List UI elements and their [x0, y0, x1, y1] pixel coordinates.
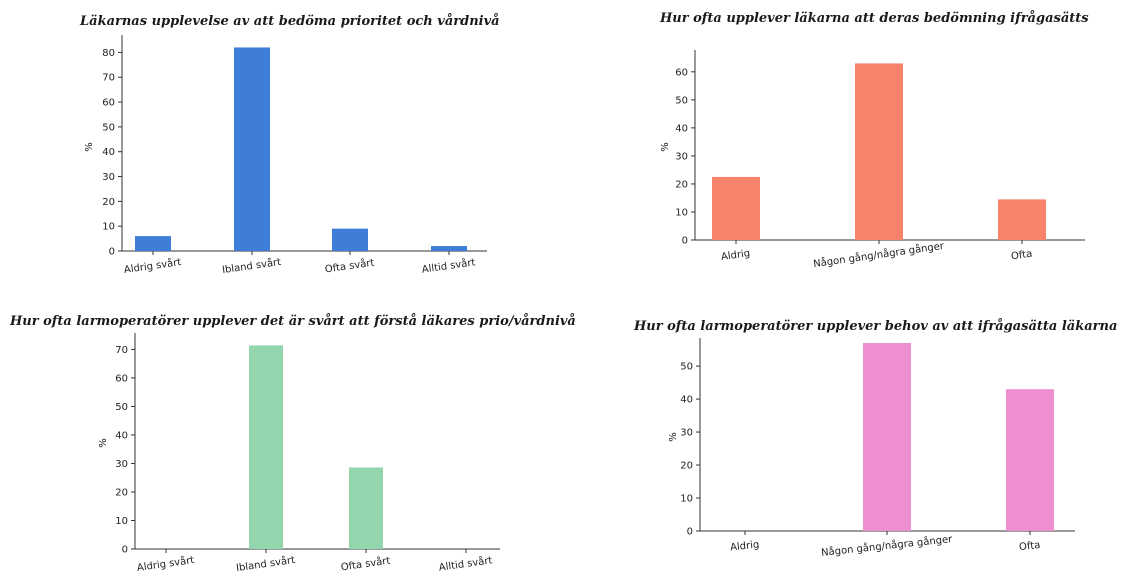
chart-2-bar-1: [712, 176, 760, 240]
chart-2-ytick-label: 60: [675, 67, 688, 78]
chart-2-title: Hur ofta upplever läkarna att deras bedö…: [659, 10, 1089, 26]
chart-4-xtick-label: Aldrig: [730, 540, 760, 554]
chart-3-title: Hur ofta larmoperatörer upplever det är …: [9, 313, 576, 329]
chart-4-ytick-label: 40: [680, 395, 693, 406]
chart-4-ylabel: %: [668, 432, 679, 442]
chart-3-bar-3: [349, 467, 383, 549]
chart-1-xtick-label: Ofta svårt: [324, 256, 375, 276]
chart-2-ytick-label: 0: [682, 236, 688, 247]
chart-3-ytick-label: 0: [122, 545, 128, 556]
chart-4-ytick-label: 30: [680, 428, 693, 439]
chart-2-bar-2: [855, 63, 903, 241]
chart-4-ytick-label: 50: [680, 362, 693, 373]
chart-1-ylabel: %: [84, 142, 95, 152]
chart-1-ytick-label: 40: [102, 147, 115, 158]
chart-1-ytick-label: 70: [102, 73, 115, 84]
chart-1-ytick-label: 0: [109, 247, 115, 258]
chart-3-ytick-label: 40: [115, 430, 128, 441]
chart-2-ytick-label: 40: [675, 123, 688, 134]
chart-3-ytick-label: 10: [115, 516, 128, 527]
chart-3-ytick-label: 70: [115, 345, 128, 356]
chart-1-xtick-label: Aldrig svårt: [123, 255, 182, 276]
chart-3-xtick-label: Ofta svårt: [340, 554, 391, 574]
chart-4-bar-2: [863, 343, 911, 531]
chart-1-xtick-label: Alltid svårt: [421, 255, 476, 275]
chart-3: Hur ofta larmoperatörer upplever det är …: [9, 313, 576, 574]
chart-2-bar-3: [998, 199, 1046, 240]
chart-3-ytick-label: 20: [115, 487, 128, 498]
chart-1-bar-2: [234, 47, 270, 252]
chart-1-ytick-label: 60: [102, 98, 115, 109]
chart-3-ytick-label: 50: [115, 402, 128, 413]
chart-1-ytick-label: 30: [102, 172, 115, 183]
chart-3-ytick-label: 60: [115, 373, 128, 384]
chart-2: Hur ofta upplever läkarna att deras bedö…: [659, 10, 1089, 270]
chart-1-ytick-label: 20: [102, 197, 115, 208]
chart-1-bar-1: [135, 236, 171, 251]
chart-1-ytick-label: 80: [102, 48, 115, 59]
chart-1-title: Läkarnas upplevelse av att bedöma priori…: [79, 13, 500, 29]
chart-3-ylabel: %: [98, 438, 109, 448]
chart-4-ytick-label: 0: [687, 527, 693, 538]
chart-4: Hur ofta larmoperatörer upplever behov a…: [633, 318, 1117, 559]
chart-4-title: Hur ofta larmoperatörer upplever behov a…: [633, 318, 1117, 334]
chart-4-bar-3: [1006, 389, 1054, 531]
chart-4-ytick-label: 20: [680, 461, 693, 472]
chart-1-bar-4: [431, 246, 467, 251]
chart-2-ylabel: %: [660, 142, 671, 152]
chart-2-ytick-label: 30: [675, 151, 688, 162]
chart-3-xtick-label: Aldrig svårt: [136, 553, 195, 574]
chart-1: Läkarnas upplevelse av att bedöma priori…: [79, 13, 500, 276]
chart-2-ytick-label: 10: [675, 207, 688, 218]
chart-1-bar-3: [332, 228, 368, 251]
chart-1-xtick-label: Ibland svårt: [221, 255, 282, 276]
chart-4-xtick-label: Ofta: [1019, 540, 1041, 553]
chart-2-ytick-label: 20: [675, 179, 688, 190]
chart-2-ytick-label: 50: [675, 95, 688, 106]
chart-4-xtick-label: Någon gång/några gånger: [820, 532, 953, 559]
chart-2-xtick-label: Ofta: [1010, 249, 1033, 263]
chart-1-ytick-label: 10: [102, 222, 115, 233]
chart-1-ytick-label: 50: [102, 122, 115, 133]
chart-4-ytick-label: 10: [680, 494, 693, 505]
chart-3-bar-2: [249, 345, 283, 549]
chart-3-xtick-label: Ibland svårt: [235, 553, 296, 574]
chart-3-ytick-label: 30: [115, 459, 128, 470]
chart-3-xtick-label: Alltid svårt: [438, 553, 493, 573]
chart-2-xtick-label: Aldrig: [720, 248, 750, 263]
